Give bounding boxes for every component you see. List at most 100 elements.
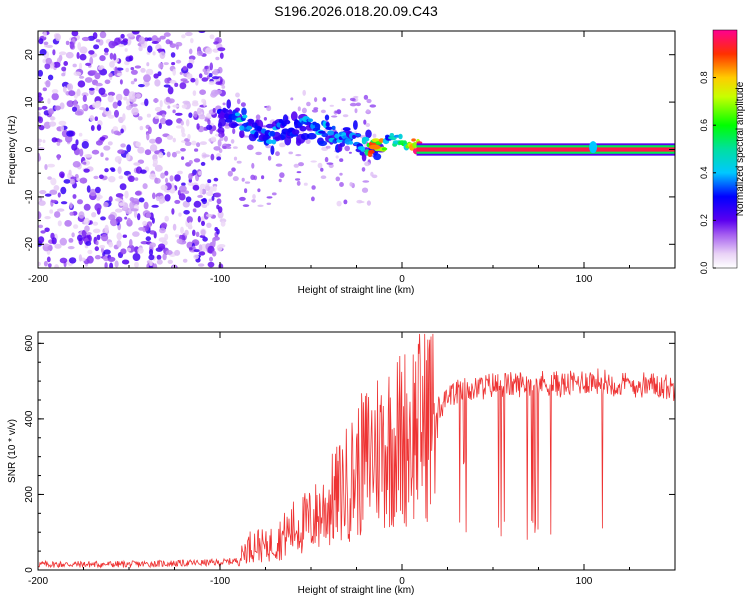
noise-blob bbox=[57, 139, 63, 143]
noise-blob bbox=[120, 33, 125, 39]
noise-blob bbox=[61, 72, 66, 77]
noise-blob bbox=[47, 263, 52, 268]
tone-halo bbox=[361, 153, 367, 162]
noise-blob bbox=[182, 100, 190, 105]
noise-blob bbox=[137, 213, 141, 221]
noise-blob bbox=[69, 202, 73, 209]
scatter-blob bbox=[218, 132, 225, 138]
noise-blob bbox=[123, 88, 130, 97]
scatter-blob bbox=[335, 155, 339, 159]
noise-blob bbox=[108, 214, 116, 221]
noise-blob bbox=[115, 93, 123, 102]
noise-blob bbox=[181, 34, 186, 39]
noise-blob bbox=[96, 196, 101, 201]
tone-blob bbox=[274, 136, 280, 141]
noise-blob bbox=[38, 116, 44, 124]
noise-blob bbox=[107, 141, 113, 146]
noise-blob bbox=[72, 161, 81, 168]
noise-blob bbox=[192, 208, 197, 213]
noise-blob bbox=[50, 177, 57, 186]
noise-blob bbox=[79, 75, 85, 79]
noise-blob bbox=[93, 44, 100, 50]
noise-blob bbox=[145, 82, 150, 86]
noise-blob bbox=[216, 244, 223, 252]
noise-blob bbox=[116, 232, 122, 241]
noise-blob bbox=[123, 96, 128, 101]
noise-blob bbox=[172, 68, 176, 76]
noise-blob bbox=[119, 202, 125, 207]
snr-series-line bbox=[38, 333, 675, 569]
noise-blob bbox=[116, 72, 123, 77]
noise-blob bbox=[114, 198, 123, 202]
noise-blob bbox=[113, 130, 120, 136]
noise-blob bbox=[59, 171, 65, 178]
noise-blob bbox=[71, 143, 78, 151]
noise-blob bbox=[164, 215, 169, 222]
tone-halo bbox=[239, 129, 245, 139]
noise-blob bbox=[38, 111, 41, 117]
noise-blob bbox=[169, 79, 177, 84]
noise-blob bbox=[51, 237, 57, 245]
tone-halo bbox=[318, 140, 328, 147]
carrier-glitch bbox=[589, 141, 598, 154]
noise-blob bbox=[172, 137, 176, 143]
scatter-blob bbox=[230, 139, 235, 144]
noise-blob bbox=[73, 224, 79, 229]
noise-blob bbox=[198, 251, 206, 256]
noise-blob bbox=[95, 86, 99, 92]
scatter-blob bbox=[267, 155, 272, 161]
tone-blob bbox=[228, 109, 233, 116]
x-tick-label: -200 bbox=[28, 274, 48, 285]
noise-blob bbox=[59, 237, 67, 246]
noise-blob bbox=[95, 140, 103, 146]
scatter-blob bbox=[363, 119, 367, 125]
noise-blob bbox=[208, 81, 215, 85]
noise-blob bbox=[125, 67, 129, 73]
noise-blob bbox=[47, 176, 52, 180]
noise-blob bbox=[172, 223, 177, 231]
noise-blob bbox=[159, 117, 167, 125]
y-tick-label: 10 bbox=[24, 96, 35, 108]
noise-blob bbox=[151, 204, 159, 208]
noise-blob bbox=[151, 217, 155, 224]
scatter-blob bbox=[296, 171, 302, 174]
noise-blob bbox=[214, 192, 222, 198]
noise-blob bbox=[107, 91, 116, 97]
scatter-blob bbox=[366, 109, 370, 113]
noise-blob bbox=[83, 217, 90, 225]
tone-blob bbox=[368, 149, 375, 154]
noise-blob bbox=[149, 144, 158, 152]
noise-blob bbox=[143, 201, 149, 210]
noise-blob bbox=[109, 262, 114, 268]
noise-blob bbox=[107, 114, 115, 119]
noise-blob bbox=[99, 174, 104, 180]
noise-blob bbox=[108, 72, 113, 78]
noise-blob bbox=[152, 51, 156, 56]
noise-blob bbox=[113, 53, 117, 61]
noise-blob bbox=[207, 119, 211, 125]
colorbar-ticks: 0.0 0.2 0.4 0.6 0.8 bbox=[699, 71, 716, 274]
noise-blob bbox=[83, 203, 91, 211]
noise-blob bbox=[93, 175, 99, 180]
scatter-blob bbox=[288, 151, 294, 155]
noise-blob bbox=[192, 229, 196, 236]
tone-halo bbox=[270, 145, 275, 155]
noise-blob bbox=[44, 227, 50, 233]
noise-blob bbox=[38, 138, 43, 143]
figure-title: S196.2026.018.20.09.C43 bbox=[274, 3, 438, 19]
noise-blob bbox=[98, 87, 106, 96]
noise-blob bbox=[206, 191, 214, 197]
noise-blob bbox=[204, 185, 211, 191]
noise-blob bbox=[167, 86, 174, 95]
noise-blob bbox=[163, 32, 171, 37]
noise-blob bbox=[70, 176, 77, 180]
noise-blob bbox=[119, 183, 127, 191]
noise-blob bbox=[95, 82, 103, 87]
scatter-blob bbox=[236, 160, 242, 164]
noise-blob bbox=[61, 129, 69, 138]
tone-halo bbox=[306, 132, 317, 140]
colorbar-label: Normalized spectral amplitude bbox=[735, 81, 746, 216]
carrier-band-core bbox=[416, 147, 675, 152]
noise-blob bbox=[182, 200, 190, 208]
noise-blob bbox=[217, 139, 222, 147]
